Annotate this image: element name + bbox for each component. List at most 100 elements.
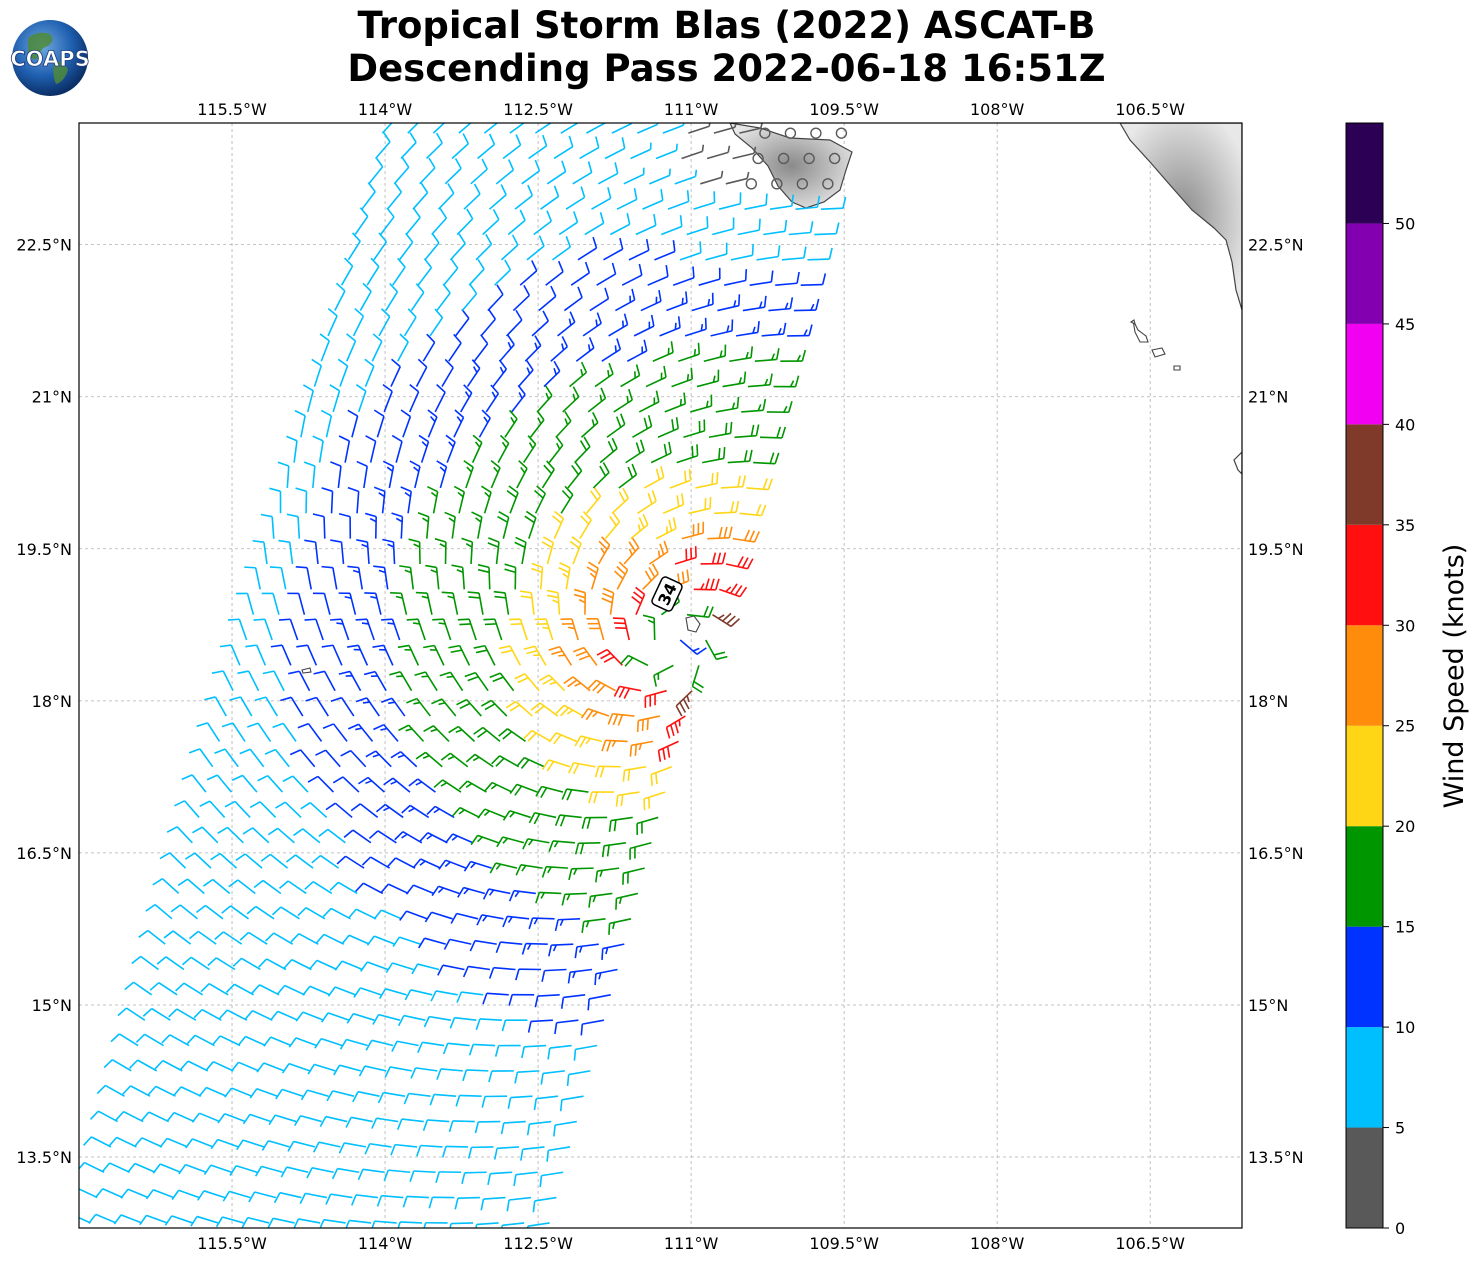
wind-barb <box>117 1007 146 1021</box>
wind-barb <box>534 994 560 1008</box>
barb-feather <box>184 852 196 860</box>
barb-feather <box>229 1165 237 1176</box>
wind-barb <box>565 186 586 210</box>
wind-barb <box>368 157 384 185</box>
wind-barb <box>483 618 503 641</box>
barb-shaft <box>291 958 312 971</box>
barb-shaft <box>464 1171 487 1174</box>
wind-barb <box>582 312 602 337</box>
wind-barb <box>192 826 219 844</box>
wind-barb <box>515 968 541 981</box>
barb-feather <box>364 1143 371 1155</box>
barb-shaft <box>364 365 375 387</box>
barb-feather <box>628 541 637 552</box>
barb-feather <box>302 985 311 996</box>
wind-barb <box>478 409 491 438</box>
barb-shaft <box>300 415 306 438</box>
wind-barb <box>644 689 667 708</box>
barb-shaft <box>155 1085 176 1097</box>
barb-feather <box>373 565 385 569</box>
barb-shaft <box>515 700 533 717</box>
wind-barb <box>400 409 412 438</box>
barb-shaft <box>488 567 491 590</box>
barb-feather <box>175 982 185 992</box>
wind-barb <box>691 665 704 694</box>
barb-feather <box>520 759 530 769</box>
barb-shaft <box>148 1111 170 1123</box>
wind-barb <box>423 1221 448 1228</box>
wind-barb <box>394 831 423 844</box>
barb-shaft <box>609 918 632 925</box>
wind-barb <box>404 989 433 1001</box>
barb-shaft <box>742 306 765 312</box>
wind-barb <box>461 537 474 565</box>
barb-feather <box>682 698 690 710</box>
barb-feather <box>514 673 526 680</box>
barb-feather <box>516 757 525 767</box>
wind-barb <box>572 646 598 666</box>
barb-feather <box>372 1014 380 1025</box>
wind-barb <box>184 852 212 869</box>
barb-feather <box>461 1172 466 1185</box>
wind-barb <box>642 614 656 641</box>
barb-shaft <box>248 931 268 945</box>
barb-shaft <box>384 803 404 819</box>
barb-shaft <box>565 567 571 590</box>
barb-shaft <box>158 982 178 996</box>
barb-shaft <box>337 881 358 895</box>
barb-shaft <box>199 1112 221 1123</box>
barb-feather <box>185 1138 194 1149</box>
barb-shaft <box>341 697 355 717</box>
wind-barb <box>445 434 456 463</box>
wind-barb <box>499 334 515 362</box>
barb-feather <box>477 258 485 270</box>
wind-barb <box>754 348 780 363</box>
barb-feather <box>456 569 464 574</box>
barb-shaft <box>599 447 618 464</box>
wind-barb <box>667 190 690 210</box>
wind-barb <box>353 987 382 998</box>
wind-barb <box>237 1035 266 1047</box>
wind-barb <box>399 910 428 921</box>
barb-shaft <box>573 761 596 768</box>
wind-barb <box>649 168 671 185</box>
barb-feather <box>375 157 384 168</box>
barb-feather <box>164 1215 173 1226</box>
barb-shaft <box>616 892 639 900</box>
wind-barb <box>457 618 477 641</box>
barb-feather <box>658 289 662 302</box>
barb-feather <box>541 759 550 770</box>
wind-barb <box>373 409 385 438</box>
barb-feather <box>692 266 695 278</box>
barb-feather <box>679 215 683 227</box>
wind-barb <box>747 373 773 388</box>
barb-shaft <box>553 146 574 160</box>
barb-shaft <box>415 1067 438 1072</box>
colorbar-segment <box>1346 826 1383 927</box>
barb-shaft <box>408 724 425 742</box>
wind-barb <box>242 1113 271 1125</box>
barb-feather <box>495 941 502 954</box>
barb-feather <box>711 552 717 564</box>
barb-shaft <box>696 380 719 388</box>
barb-shaft <box>432 491 439 514</box>
barb-feather <box>738 294 741 306</box>
barb-shaft <box>477 834 499 844</box>
barb-shaft <box>483 492 492 514</box>
barb-shaft <box>396 1040 419 1047</box>
barb-shaft <box>249 1113 271 1123</box>
wind-barb <box>400 486 412 514</box>
barb-shaft <box>400 141 417 160</box>
wind-barb <box>281 1062 311 1074</box>
wind-barb <box>237 670 260 692</box>
barb-shaft <box>553 518 565 539</box>
wind-barb <box>265 932 294 945</box>
barb-feather <box>775 348 780 360</box>
barb-shaft <box>309 802 328 819</box>
wind-barb <box>522 838 550 850</box>
wind-barb <box>205 1060 234 1072</box>
wind-barb <box>615 791 640 807</box>
barb-shaft <box>739 127 762 134</box>
barb-feather <box>674 722 679 734</box>
colorbar-segment <box>1346 123 1383 224</box>
